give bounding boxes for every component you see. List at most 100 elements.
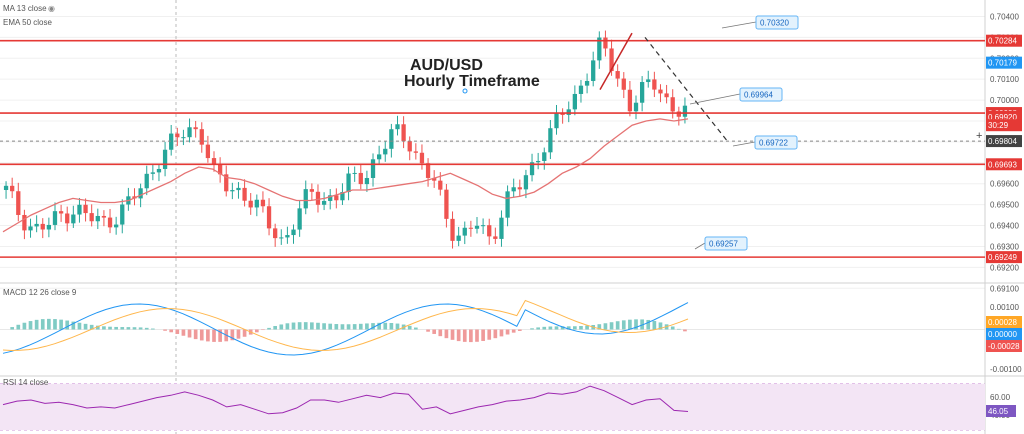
macd-histogram-bar — [560, 326, 565, 330]
macd-badge: -0.00028 — [988, 342, 1020, 351]
callout-pointer — [694, 242, 706, 250]
macd-histogram-bar — [151, 328, 155, 330]
macd-histogram-bar — [291, 322, 296, 330]
macd-histogram-bar — [481, 329, 485, 341]
candle-body — [597, 37, 602, 61]
candle-body — [16, 191, 21, 215]
macd-histogram-bar — [120, 327, 125, 330]
macd-histogram-bar — [438, 329, 443, 337]
macd-histogram-bar — [28, 321, 33, 330]
candle-body — [328, 195, 333, 201]
macd-histogram-bar — [132, 327, 137, 330]
candle-body — [211, 158, 217, 164]
candle-body — [52, 211, 58, 225]
candle-body — [71, 214, 76, 224]
callout-box — [739, 87, 783, 102]
macd-histogram-bar — [53, 319, 57, 330]
macd-histogram-bar — [603, 323, 608, 330]
price-badge: 0.69920 — [988, 113, 1017, 122]
macd-histogram-bar — [242, 329, 247, 337]
candle-body — [621, 78, 626, 90]
candle-body — [334, 195, 339, 201]
candle-body — [162, 149, 168, 169]
candle-body — [346, 173, 351, 193]
candle-body — [456, 235, 461, 241]
candle-body — [462, 227, 467, 236]
macd-histogram-bar — [566, 326, 571, 330]
candle-body — [401, 124, 406, 142]
candle-body — [95, 215, 100, 222]
macd-histogram-bar — [456, 329, 461, 342]
callout-label: 0.69257 — [709, 240, 738, 249]
macd-histogram-bar — [573, 326, 577, 330]
callout-pointer — [732, 141, 756, 147]
candle-body — [633, 102, 639, 112]
macd-histogram-bar — [358, 323, 363, 330]
callout-label: 0.70320 — [760, 19, 789, 28]
y-tick-label: 0.70000 — [990, 96, 1019, 105]
macd-histogram-bar — [652, 320, 657, 330]
candle-body — [260, 199, 266, 207]
candle-body — [395, 124, 400, 130]
macd-histogram-bar — [279, 324, 284, 330]
macd-histogram-bar — [47, 318, 51, 330]
candle-body — [3, 185, 9, 190]
candle-body — [107, 217, 113, 228]
candle-body — [560, 113, 565, 115]
candle-body — [46, 224, 52, 230]
macd-histogram-bar — [371, 323, 375, 330]
macd-histogram-bar — [395, 323, 400, 330]
candle-body — [682, 105, 688, 117]
macd-histogram-bar — [646, 319, 651, 330]
candle-body — [584, 80, 590, 86]
candle-body — [321, 200, 327, 205]
macd-tick-label: -0.00100 — [990, 365, 1022, 374]
macd-histogram-bar — [499, 329, 504, 337]
plus-icon[interactable]: + — [976, 130, 982, 142]
candle-body — [407, 141, 412, 152]
candle-body — [468, 227, 474, 229]
callout-label: 0.69722 — [759, 139, 788, 148]
macd-histogram-bar — [89, 324, 94, 330]
candle-body — [273, 228, 278, 239]
rsi-indicator-label: RSI 14 close — [3, 378, 49, 387]
level-badge: 0.70284 — [988, 37, 1017, 46]
macd-histogram-bar — [187, 329, 192, 338]
macd-histogram-bar — [414, 327, 418, 330]
candle-body — [450, 218, 455, 241]
price-badge: 30:29 — [988, 121, 1009, 130]
rsi-line — [2, 385, 689, 415]
macd-histogram-bar — [450, 329, 455, 340]
candle-body — [144, 173, 149, 189]
level-badge-bg — [986, 251, 1022, 264]
ma-indicator-label: MA 13 close — [3, 4, 47, 13]
candle-body — [248, 200, 253, 208]
macd-histogram-bar — [254, 329, 259, 333]
ema-line — [2, 118, 689, 233]
macd-histogram-bar — [365, 323, 369, 330]
macd-badge-bg — [986, 328, 1022, 340]
rsi-tick-label: 60.00 — [990, 393, 1011, 402]
macd-histogram-bar — [407, 325, 412, 330]
macd-histogram-bar — [316, 322, 320, 330]
candle-body — [383, 148, 388, 155]
macd-histogram-bar — [340, 324, 345, 330]
candle-body — [28, 226, 33, 231]
candle-body — [517, 187, 522, 190]
level-badge: 0.69249 — [988, 253, 1017, 262]
level-badge-bg — [986, 135, 1022, 148]
eye-icon[interactable]: ◉ — [48, 4, 55, 13]
candle-body — [548, 128, 553, 153]
candle-body — [425, 163, 431, 178]
candle-body — [230, 190, 235, 192]
candle-body — [236, 187, 241, 191]
macd-histogram-bar — [530, 328, 534, 330]
candle-body — [181, 137, 186, 139]
candle-body — [187, 127, 192, 138]
macd-histogram-bar — [426, 329, 430, 332]
macd-histogram-bar — [579, 326, 583, 330]
candle-body — [40, 223, 45, 230]
callout-box — [704, 236, 748, 251]
callout-pointer — [721, 21, 757, 29]
